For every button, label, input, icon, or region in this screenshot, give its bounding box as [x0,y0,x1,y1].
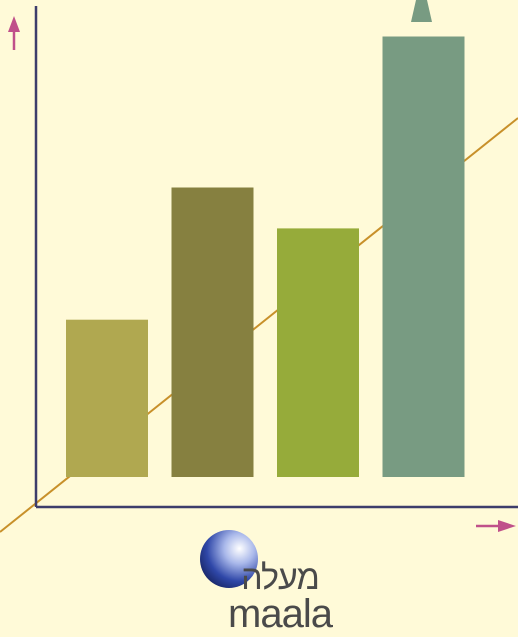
bar-3 [277,228,359,477]
logo-hebrew-text: מעלה [241,559,320,597]
bars-group [66,36,465,477]
bar-2 [171,187,254,477]
globe-icon [200,530,258,588]
bar-top-marker [411,0,432,22]
right-arrow-icon [476,520,516,532]
bar-4 [382,36,465,477]
bar-1 [66,319,148,477]
up-arrow-icon [8,16,20,50]
logo-latin-text: maala [228,592,333,636]
